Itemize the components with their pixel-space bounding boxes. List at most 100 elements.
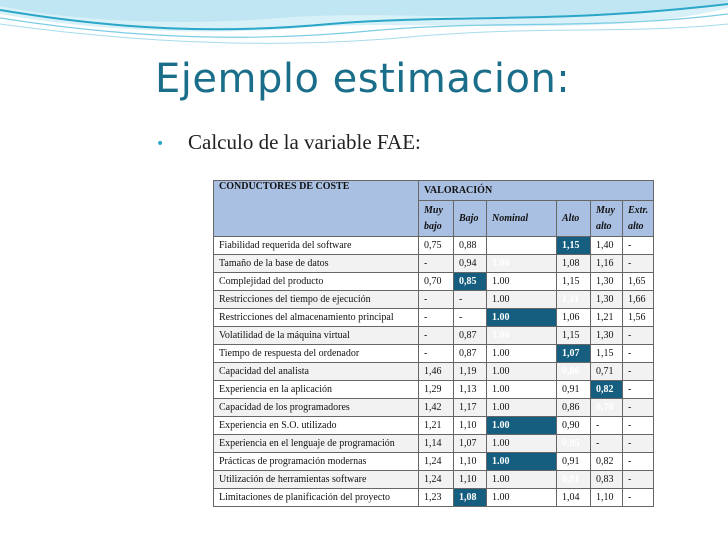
value-cell: - [621, 326, 655, 345]
selected-value-cell: 1.00 [486, 326, 557, 345]
level-header: Muy bajo [418, 200, 454, 237]
table-body: Fiabilidad requerida del software 0,75 0,8… [213, 236, 655, 507]
value-cell: 0,83 [590, 470, 623, 489]
value-cell: 1.00 [486, 488, 557, 507]
value-cell: 1,10 [453, 470, 487, 489]
value-cell: - [621, 236, 655, 255]
value-cell: - [590, 434, 623, 453]
driver-name-cell: Tamaño de la base de datos [213, 254, 419, 273]
value-cell: 1.00 [486, 398, 557, 417]
value-cell: 1,19 [453, 362, 487, 381]
value-cell: 1,04 [556, 488, 591, 507]
value-cell: - [621, 488, 655, 507]
value-cell: - [621, 470, 655, 489]
value-cell: 1,46 [418, 362, 454, 381]
value-cell: 1,24 [418, 470, 454, 489]
driver-name-cell: Experiencia en S.O. utilizado [213, 416, 419, 435]
level-header: Alto [556, 200, 591, 237]
selected-value-cell: 1.00 [486, 254, 557, 273]
selected-value-cell: 1.00 [486, 308, 557, 327]
value-cell: 1,42 [418, 398, 454, 417]
level-header: Muy alto [590, 200, 623, 237]
value-cell: 1.00 [486, 344, 557, 363]
table-row: Tiempo de respuesta del ordenador -0,87 1.… [213, 344, 655, 363]
table-row: Volatilidad de la máquina virtual -0,87 1.… [213, 326, 655, 345]
value-cell: - [453, 290, 487, 309]
selected-value-cell: 0,86 [556, 362, 591, 381]
value-cell: 1,21 [418, 416, 454, 435]
level-header: Nominal [486, 200, 557, 237]
value-cell: 1,29 [418, 380, 454, 399]
value-cell: 1,15 [590, 344, 623, 363]
table-row: Fiabilidad requerida del software 0,75 0,8… [213, 236, 655, 255]
table-row: Experiencia en S.O. utilizado 1,21 1,10 1.0… [213, 416, 655, 435]
value-cell: 1.00 [486, 380, 557, 399]
value-cell: 1,10 [453, 452, 487, 471]
value-cell: 1,23 [418, 488, 454, 507]
value-cell: 1,65 [621, 272, 655, 291]
bullet-text: Calculo de la variable FAE: [188, 130, 421, 154]
selected-value-cell: 1.00 [486, 452, 557, 471]
selected-value-cell: 1,11 [556, 290, 591, 309]
value-cell: 1.00 [486, 434, 557, 453]
value-cell: 1,17 [453, 398, 487, 417]
driver-name-cell: Fiabilidad requerida del software [213, 236, 419, 255]
selected-value-cell: 0,82 [590, 380, 623, 399]
cost-drivers-table-container: CONDUCTORES DE COSTE VALORACIÓN Muy bajo… [213, 180, 655, 507]
driver-name-cell: Restricciones del almacenamiento princip… [213, 308, 419, 327]
value-cell: 1,15 [556, 326, 591, 345]
value-cell: 1,15 [556, 272, 591, 291]
value-cell: 0,90 [556, 416, 591, 435]
value-cell: - [453, 308, 487, 327]
value-cell: 1,08 [556, 254, 591, 273]
driver-name-cell: Complejidad del producto [213, 272, 419, 291]
value-cell: 1,10 [453, 416, 487, 435]
bullet-icon: • [156, 136, 165, 152]
value-cell: 1,66 [621, 290, 655, 309]
value-cell: - [621, 452, 655, 471]
value-cell: 1,40 [590, 236, 623, 255]
value-cell: 1,30 [590, 272, 623, 291]
value-cell: 1.00 [486, 362, 557, 381]
value-cell: 1.00 [486, 272, 557, 291]
driver-name-cell: Volatilidad de la máquina virtual [213, 326, 419, 345]
value-cell: 1,14 [418, 434, 454, 453]
driver-name-cell: Restricciones del tiempo de ejecución [213, 290, 419, 309]
driver-name-cell: Capacidad del analista [213, 362, 419, 381]
value-cell: - [418, 308, 454, 327]
value-cell: 0,87 [453, 344, 487, 363]
level-header: Extr. alto [621, 200, 655, 237]
value-cell: 1,10 [590, 488, 623, 507]
value-cell: - [621, 398, 655, 417]
selected-value-cell: 1.00 [486, 416, 557, 435]
levels-header-row: Muy bajo Bajo Nominal Alto Muy alto Extr. alt… [214, 200, 655, 237]
value-cell: - [621, 344, 655, 363]
value-cell: - [590, 416, 623, 435]
value-cell: 0,88 [453, 236, 487, 255]
selected-value-cell: 1,07 [556, 344, 591, 363]
selected-value-cell: 1,08 [453, 488, 487, 507]
table-row: Capacidad de los programadores 1,42 1,17 1.… [213, 398, 655, 417]
value-cell: 1,06 [556, 308, 591, 327]
level-header: Bajo [453, 200, 487, 237]
value-cell: 0,70 [418, 272, 454, 291]
selected-value-cell: 0,85 [453, 272, 487, 291]
value-cell: 1,07 [453, 434, 487, 453]
value-cell: 0,82 [590, 452, 623, 471]
value-cell: 0,91 [556, 452, 591, 471]
driver-name-cell: Capacidad de los programadores [213, 398, 419, 417]
slide-title: Ejemplo estimacion: [155, 56, 571, 102]
header-wave-decoration [0, 0, 728, 44]
value-cell: 1.00 [486, 290, 557, 309]
value-cell: 1,21 [590, 308, 623, 327]
cost-drivers-table: CONDUCTORES DE COSTE VALORACIÓN Muy bajo… [213, 180, 655, 507]
driver-name-cell: Utilización de herramientas software [213, 470, 419, 489]
selected-value-cell: 0,95 [556, 434, 591, 453]
value-cell: 0,94 [453, 254, 487, 273]
table-row: Experiencia en el lenguaje de programaci… [213, 434, 655, 453]
value-cell: 1,30 [590, 326, 623, 345]
value-cell: - [621, 380, 655, 399]
table-row: Prácticas de programación modernas 1,24 1,… [213, 452, 655, 471]
table-row: Experiencia en la aplicación 1,29 1,13 1.00… [213, 380, 655, 399]
value-cell: 0,75 [418, 236, 454, 255]
